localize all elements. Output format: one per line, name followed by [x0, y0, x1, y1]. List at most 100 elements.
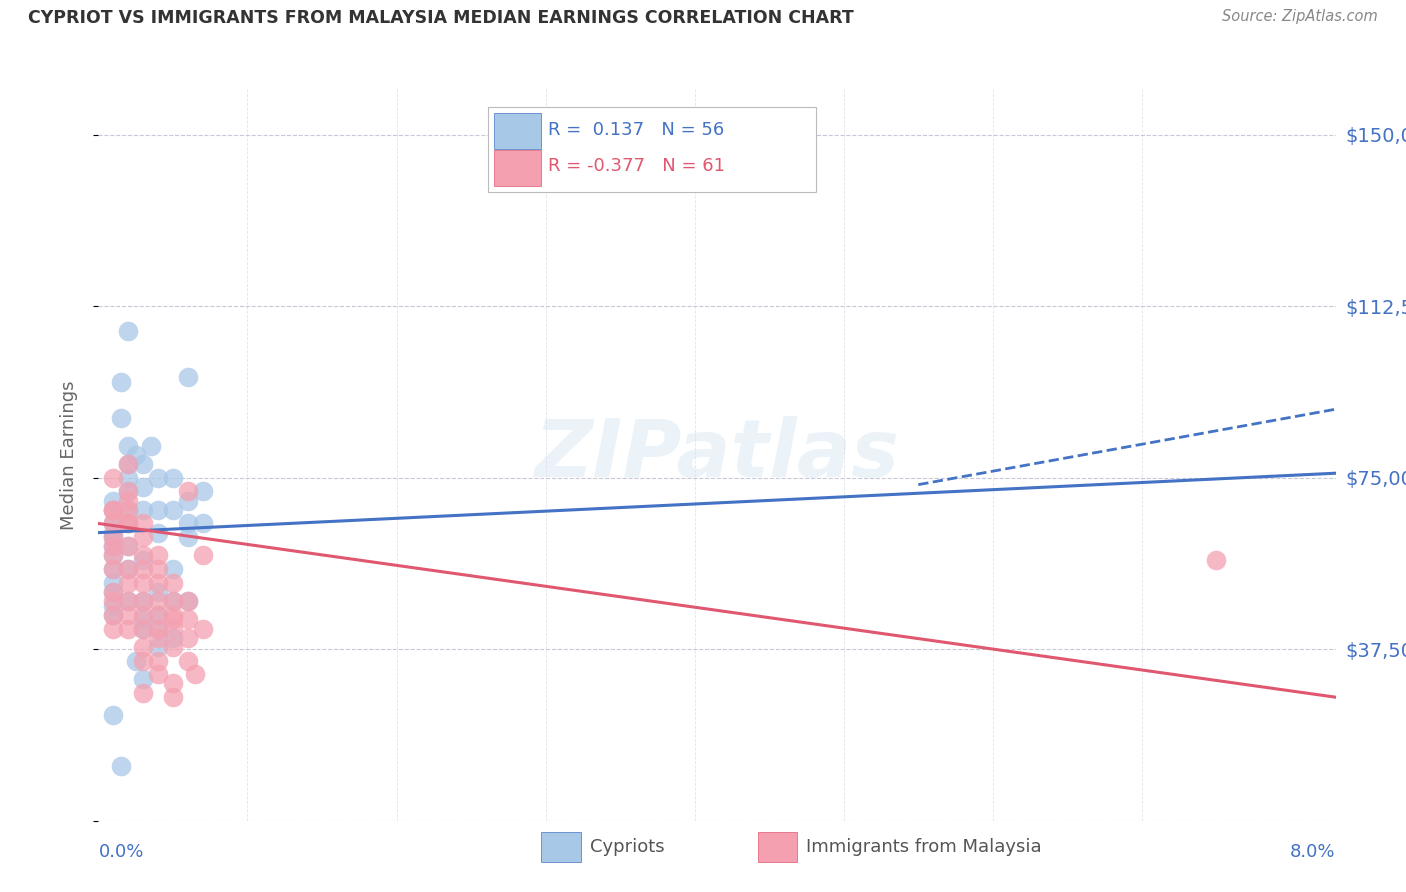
Point [132, 622, 155, 636]
Point [103, 530, 125, 544]
Point [146, 654, 169, 668]
Point [103, 585, 125, 599]
Point [103, 562, 125, 576]
Point [146, 631, 169, 645]
Point [162, 576, 184, 591]
Point [132, 562, 155, 576]
Point [162, 640, 184, 654]
FancyBboxPatch shape [495, 150, 541, 186]
Point [162, 594, 184, 608]
Point [132, 612, 155, 626]
Text: Cypriots: Cypriots [589, 838, 664, 856]
Point [146, 549, 169, 563]
Point [117, 516, 139, 531]
Point [117, 607, 139, 622]
Point [103, 530, 125, 544]
Text: R =  0.137   N = 56: R = 0.137 N = 56 [547, 120, 724, 138]
Text: CYPRIOT VS IMMIGRANTS FROM MALAYSIA MEDIAN EARNINGS CORRELATION CHART: CYPRIOT VS IMMIGRANTS FROM MALAYSIA MEDI… [28, 9, 853, 27]
Point [146, 525, 169, 540]
Point [132, 594, 155, 608]
Point [177, 370, 200, 384]
Point [103, 585, 125, 599]
Point [162, 631, 184, 645]
Point [117, 502, 139, 516]
Point [177, 594, 200, 608]
Point [132, 530, 155, 544]
Point [103, 599, 125, 613]
Point [103, 516, 125, 531]
Point [103, 708, 125, 723]
Point [132, 457, 155, 471]
Point [103, 549, 125, 563]
Point [177, 631, 200, 645]
Point [162, 502, 184, 516]
Point [103, 576, 125, 591]
Point [117, 457, 139, 471]
Point [191, 484, 214, 499]
Point [177, 594, 200, 608]
Point [132, 480, 155, 494]
Point [103, 549, 125, 563]
Point [162, 594, 184, 608]
Point [117, 594, 139, 608]
Point [103, 502, 125, 516]
Point [103, 622, 125, 636]
Point [132, 549, 155, 563]
Point [125, 654, 148, 668]
Point [110, 375, 132, 389]
Point [117, 502, 139, 516]
Point [117, 471, 139, 485]
Point [103, 607, 125, 622]
Point [146, 471, 169, 485]
Point [146, 667, 169, 681]
Point [132, 640, 155, 654]
Point [132, 607, 155, 622]
Point [132, 672, 155, 686]
Point [117, 539, 139, 553]
Text: ZIPatlas: ZIPatlas [534, 416, 900, 494]
Text: R = -0.377   N = 61: R = -0.377 N = 61 [547, 157, 724, 175]
Point [146, 562, 169, 576]
Point [146, 502, 169, 516]
Text: 0.0%: 0.0% [98, 843, 143, 861]
Point [177, 612, 200, 626]
Point [139, 439, 162, 453]
Point [184, 667, 207, 681]
Point [177, 654, 200, 668]
Point [191, 622, 214, 636]
Point [103, 539, 125, 553]
Point [103, 525, 125, 540]
Point [162, 612, 184, 626]
Text: 8.0%: 8.0% [1291, 843, 1336, 861]
Point [1205, 553, 1227, 567]
Point [132, 516, 155, 531]
Point [117, 457, 139, 471]
FancyBboxPatch shape [488, 108, 815, 192]
Point [162, 676, 184, 690]
Point [132, 576, 155, 591]
Point [117, 562, 139, 576]
Point [117, 484, 139, 499]
Point [103, 516, 125, 531]
Point [146, 622, 169, 636]
FancyBboxPatch shape [495, 112, 541, 149]
Point [146, 640, 169, 654]
Point [117, 576, 139, 591]
Point [117, 516, 139, 531]
Point [162, 690, 184, 705]
Text: Immigrants from Malaysia: Immigrants from Malaysia [806, 838, 1042, 856]
Point [103, 471, 125, 485]
Point [103, 594, 125, 608]
Point [132, 654, 155, 668]
Point [162, 622, 184, 636]
Point [103, 502, 125, 516]
Point [177, 493, 200, 508]
Point [117, 516, 139, 531]
Point [146, 594, 169, 608]
Point [177, 516, 200, 531]
Y-axis label: Median Earnings: Median Earnings [59, 380, 77, 530]
Point [162, 471, 184, 485]
Point [162, 607, 184, 622]
Point [117, 539, 139, 553]
Point [117, 622, 139, 636]
